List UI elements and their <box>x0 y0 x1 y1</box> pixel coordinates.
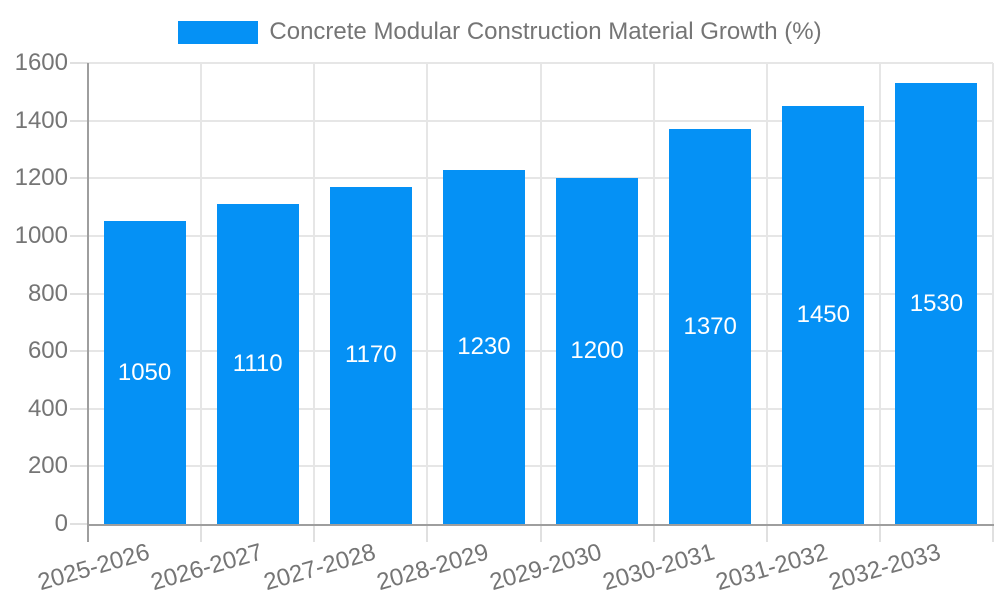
bar-value-label: 1110 <box>232 350 283 378</box>
x-axis-tick <box>313 524 316 542</box>
x-axis-tick <box>200 524 203 542</box>
bar-2030-2031[interactable]: 1370 <box>669 129 752 524</box>
bar-2029-2030[interactable]: 1200 <box>556 178 639 524</box>
y-axis-tick <box>70 523 88 525</box>
x-axis-line <box>87 524 994 526</box>
x-axis-tick <box>426 524 429 542</box>
gridline-vertical <box>313 63 316 524</box>
x-axis-tick <box>539 524 542 542</box>
bar-value-label: 1450 <box>796 301 850 329</box>
bar-value-label: 1170 <box>345 341 397 369</box>
gridline-vertical <box>426 63 429 524</box>
bar-value-label: 1200 <box>570 337 624 365</box>
bar-2027-2028[interactable]: 1170 <box>329 186 412 524</box>
y-axis-tick <box>70 465 88 468</box>
y-axis-tick <box>70 350 88 353</box>
y-axis-line <box>87 63 89 542</box>
gridline-vertical <box>878 63 881 524</box>
y-axis-label: 400 <box>27 394 68 422</box>
bar-2032-2033[interactable]: 1530 <box>895 83 978 524</box>
y-axis-label: 200 <box>27 452 68 480</box>
y-axis-tick <box>70 62 88 64</box>
y-axis-label: 600 <box>27 337 68 365</box>
bar-2031-2032[interactable]: 1450 <box>782 106 865 524</box>
y-axis-label: 1400 <box>14 106 68 134</box>
y-axis-label: 1200 <box>14 164 68 192</box>
x-axis-tick <box>878 524 881 542</box>
gridline-vertical <box>652 63 655 524</box>
bar-2025-2026[interactable]: 1050 <box>103 221 186 524</box>
x-axis-tick <box>765 524 768 542</box>
gridline-vertical <box>992 63 994 524</box>
gridline-vertical <box>200 63 203 524</box>
bar-2028-2029[interactable]: 1230 <box>442 169 525 524</box>
y-axis-tick <box>70 234 88 237</box>
bar-value-label: 1530 <box>909 289 964 317</box>
legend-swatch-icon <box>178 20 259 44</box>
x-axis-tick <box>992 524 994 542</box>
bar-value-label: 1230 <box>457 332 511 360</box>
legend-label: Concrete Modular Construction Material G… <box>269 18 822 45</box>
y-axis-tick <box>70 407 88 410</box>
gridline-vertical <box>539 63 542 524</box>
bar-value-label: 1050 <box>117 358 172 386</box>
y-axis-label: 0 <box>54 510 68 537</box>
y-axis-tick <box>70 292 88 295</box>
y-axis-label: 1600 <box>14 49 68 76</box>
x-axis-tick <box>652 524 655 542</box>
bar-value-label: 1370 <box>683 312 737 340</box>
y-axis-label: 800 <box>27 279 68 307</box>
bar-2026-2027[interactable]: 1110 <box>216 204 299 524</box>
chart-legend: Concrete Modular Construction Material G… <box>0 18 1000 46</box>
y-axis-tick <box>70 177 88 180</box>
y-axis-label: 1000 <box>14 221 68 249</box>
y-axis-tick <box>70 119 88 122</box>
gridline-vertical <box>765 63 768 524</box>
